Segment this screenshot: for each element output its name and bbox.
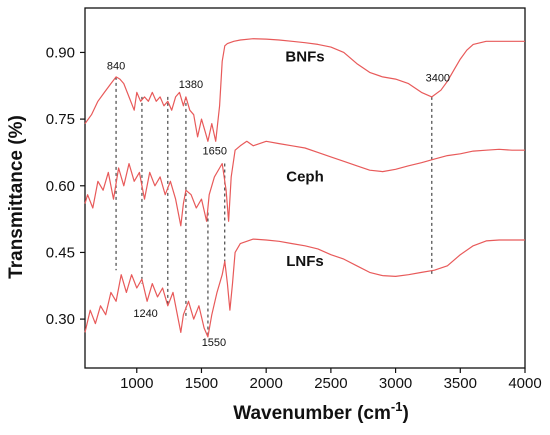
- series-lines: [84, 38, 525, 338]
- peak-label-1550: 1550: [202, 337, 226, 349]
- series-line-ceph: [84, 140, 525, 227]
- axes: 1000 1500 2000 2500 3000 3500 4000 0.30 0.45 0.60…: [46, 7, 542, 392]
- x-axis-title-tail: ): [402, 403, 408, 424]
- y-tick-label-1: 0.45: [46, 244, 75, 261]
- y-tick-label-3: 0.75: [46, 111, 75, 128]
- series-line-lnfs: [84, 238, 525, 338]
- labels: 840 1240 1380 1550 1650 3400 BNFs Ceph LNFs: [107, 48, 450, 348]
- y-tick-label-4: 0.90: [46, 44, 75, 61]
- series-label-lnfs: LNFs: [286, 253, 324, 270]
- x-tick-label-3500: 3500: [444, 375, 477, 392]
- plot-frame: [84, 7, 526, 369]
- peak-label-1380: 1380: [179, 79, 203, 91]
- y-tick-label-2: 0.60: [46, 178, 75, 195]
- x-tick-label-2500: 2500: [314, 375, 347, 392]
- x-tick-label-4000: 4000: [508, 375, 541, 392]
- peak-label-1240: 1240: [133, 308, 157, 320]
- series-line-bnfs: [84, 38, 525, 142]
- x-tick-label-1500: 1500: [185, 375, 218, 392]
- x-axis-title-superscript: -1: [391, 399, 403, 414]
- series-label-ceph: Ceph: [286, 168, 324, 185]
- x-axis-title: Wavenumber (cm-1): [233, 399, 409, 424]
- y-axis-title: Transmittance (%): [6, 115, 27, 279]
- y-tick-label-0: 0.30: [46, 311, 75, 328]
- x-axis-title-main: Wavenumber (cm: [233, 403, 391, 424]
- peak-label-3400: 3400: [426, 72, 450, 84]
- x-tick-label-2000: 2000: [249, 375, 282, 392]
- peak-label-1650: 1650: [203, 146, 227, 158]
- x-tick-label-3000: 3000: [379, 375, 412, 392]
- peak-marker-lines: [115, 76, 433, 337]
- peak-label-840: 840: [107, 60, 125, 72]
- x-tick-label-1000: 1000: [120, 375, 153, 392]
- series-label-bnfs: BNFs: [285, 48, 324, 65]
